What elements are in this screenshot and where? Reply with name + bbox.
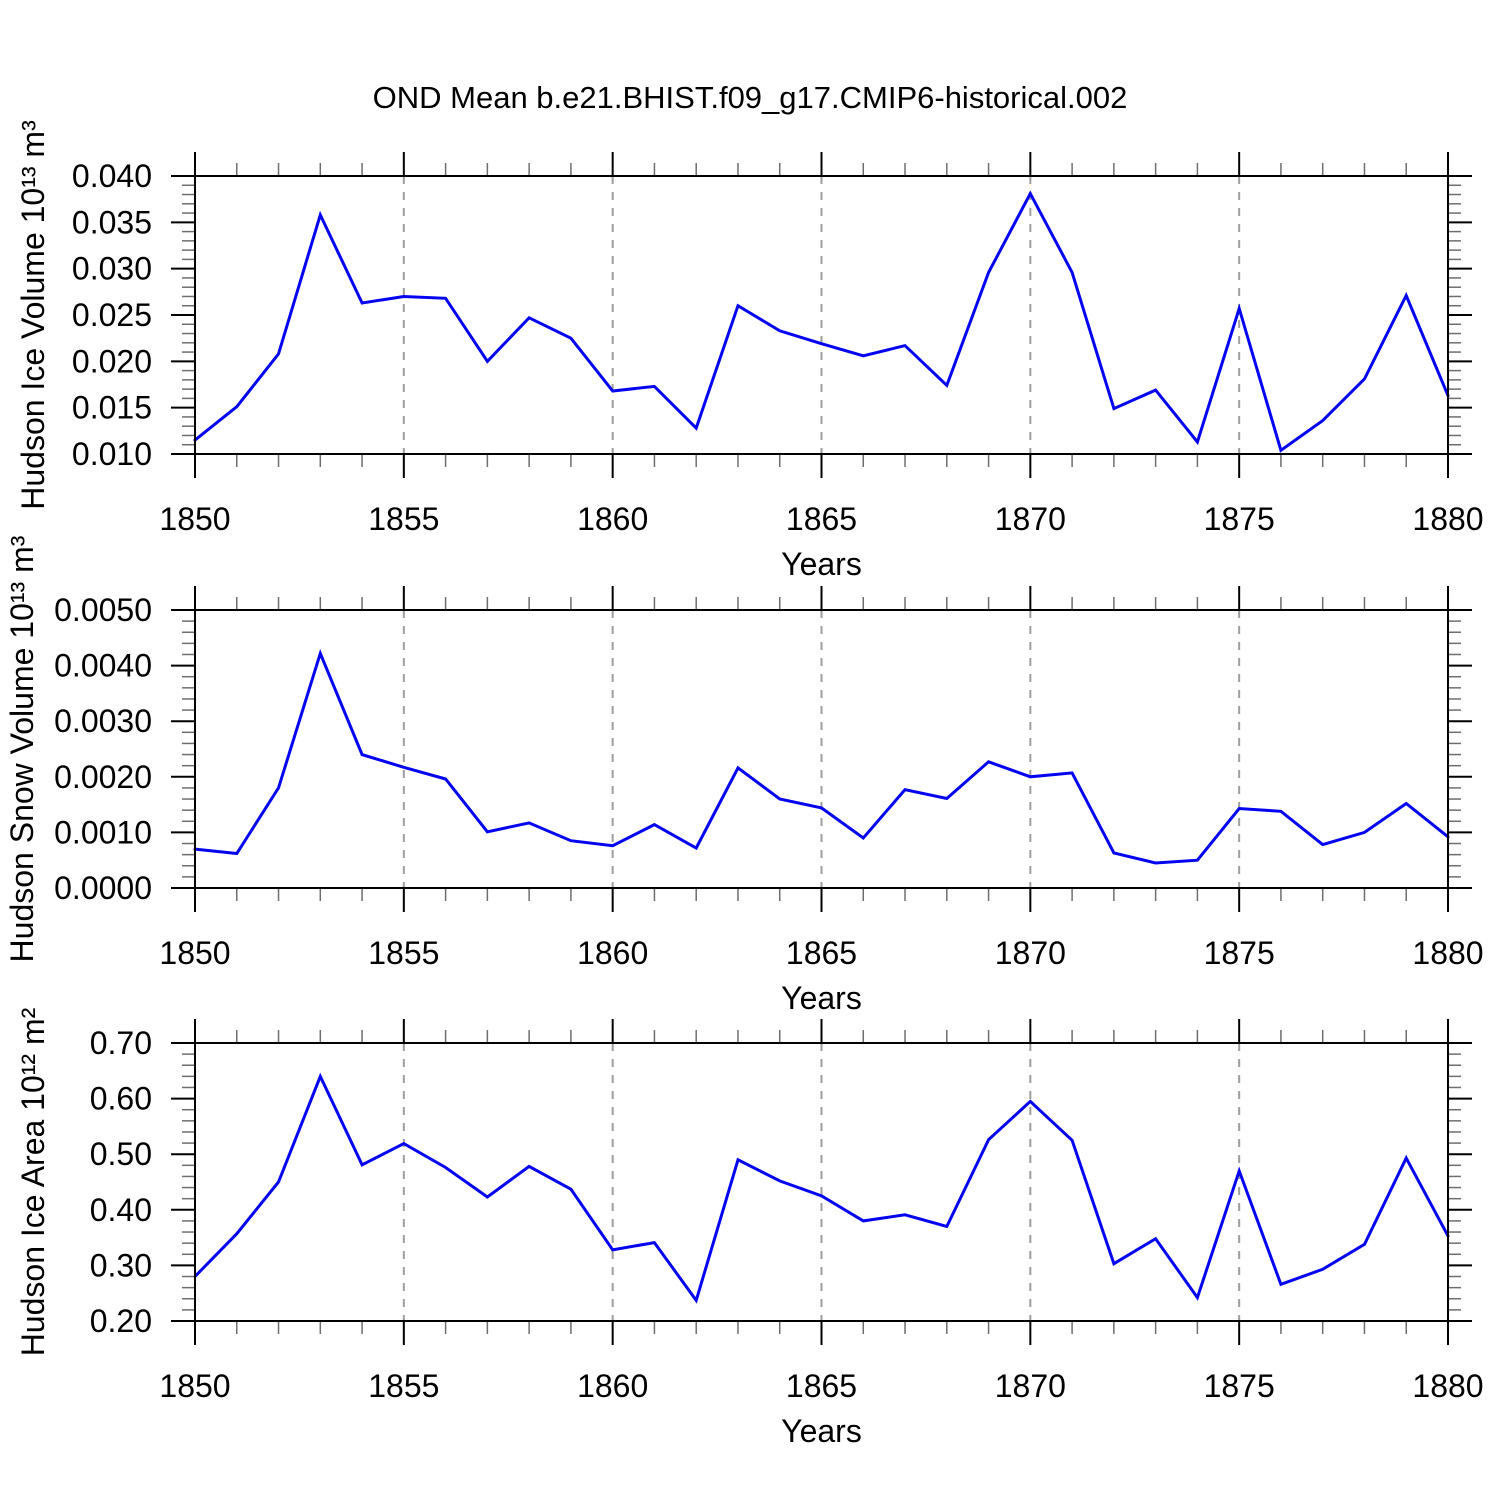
x-tick-label: 1865 bbox=[786, 1368, 857, 1404]
y-tick-label: 0.015 bbox=[72, 390, 152, 426]
x-tick-label: 1865 bbox=[786, 501, 857, 537]
panel-frame-2 bbox=[194, 609, 1449, 889]
x-tick-label: 1865 bbox=[786, 935, 857, 971]
y-tick-label: 0.0030 bbox=[54, 703, 152, 739]
x-tick-label: 1880 bbox=[1412, 501, 1483, 537]
panel-frame-3 bbox=[194, 1042, 1449, 1322]
y-tick-label: 0.025 bbox=[72, 297, 152, 333]
y-tick-label: 0.010 bbox=[72, 436, 152, 472]
x-tick-label: 1860 bbox=[577, 501, 648, 537]
y-tick-label: 0.0040 bbox=[54, 648, 152, 684]
y-tick-label: 0.040 bbox=[72, 158, 152, 194]
series-line-panel-3 bbox=[193, 1072, 1450, 1304]
x-tick-label: 1850 bbox=[159, 1368, 230, 1404]
x-tick-label: 1870 bbox=[995, 1368, 1066, 1404]
x-tick-label: 1860 bbox=[577, 935, 648, 971]
series-line-panel-1 bbox=[193, 190, 1450, 453]
x-tick-label: 1870 bbox=[995, 501, 1066, 537]
y-tick-label: 0.0000 bbox=[54, 870, 152, 906]
x-axis-title-years-1: Years bbox=[781, 546, 862, 582]
series-line-panel-2 bbox=[193, 648, 1450, 865]
y-tick-label: 0.0010 bbox=[54, 814, 152, 850]
chart-title: OND Mean b.e21.BHIST.f09_g17.CMIP6-histo… bbox=[372, 80, 1128, 115]
y-tick-label: 0.035 bbox=[72, 204, 152, 240]
y-tick-label: 0.40 bbox=[90, 1192, 152, 1228]
y-tick-label: 0.0050 bbox=[54, 592, 152, 628]
y-tick-label: 0.030 bbox=[72, 251, 152, 287]
x-tick-label: 1850 bbox=[159, 501, 230, 537]
y-tick-label: 0.020 bbox=[72, 343, 152, 379]
x-tick-label: 1855 bbox=[368, 1368, 439, 1404]
x-tick-label: 1875 bbox=[1204, 501, 1275, 537]
panel-frame-1 bbox=[194, 175, 1449, 455]
x-tick-label: 1860 bbox=[577, 1368, 648, 1404]
x-tick-label: 1850 bbox=[159, 935, 230, 971]
x-tick-label: 1855 bbox=[368, 501, 439, 537]
y-tick-label: 0.60 bbox=[90, 1081, 152, 1117]
x-tick-label: 1870 bbox=[995, 935, 1066, 971]
y-tick-label: 0.0020 bbox=[54, 759, 152, 795]
y-tick-label: 0.20 bbox=[90, 1303, 152, 1339]
x-tick-label: 1875 bbox=[1204, 1368, 1275, 1404]
x-axis-title-years-2: Years bbox=[781, 980, 862, 1016]
x-tick-label: 1880 bbox=[1412, 1368, 1483, 1404]
x-tick-label: 1875 bbox=[1204, 935, 1275, 971]
y-tick-label: 0.50 bbox=[90, 1136, 152, 1172]
y-tick-label: 0.30 bbox=[90, 1247, 152, 1283]
y-axis-title-ice-area: Hudson Ice Area 10¹² m² bbox=[15, 1007, 51, 1357]
x-axis-title-years-3: Years bbox=[781, 1413, 862, 1449]
x-tick-label: 1855 bbox=[368, 935, 439, 971]
x-tick-label: 1880 bbox=[1412, 935, 1483, 971]
y-tick-label: 0.70 bbox=[90, 1025, 152, 1061]
